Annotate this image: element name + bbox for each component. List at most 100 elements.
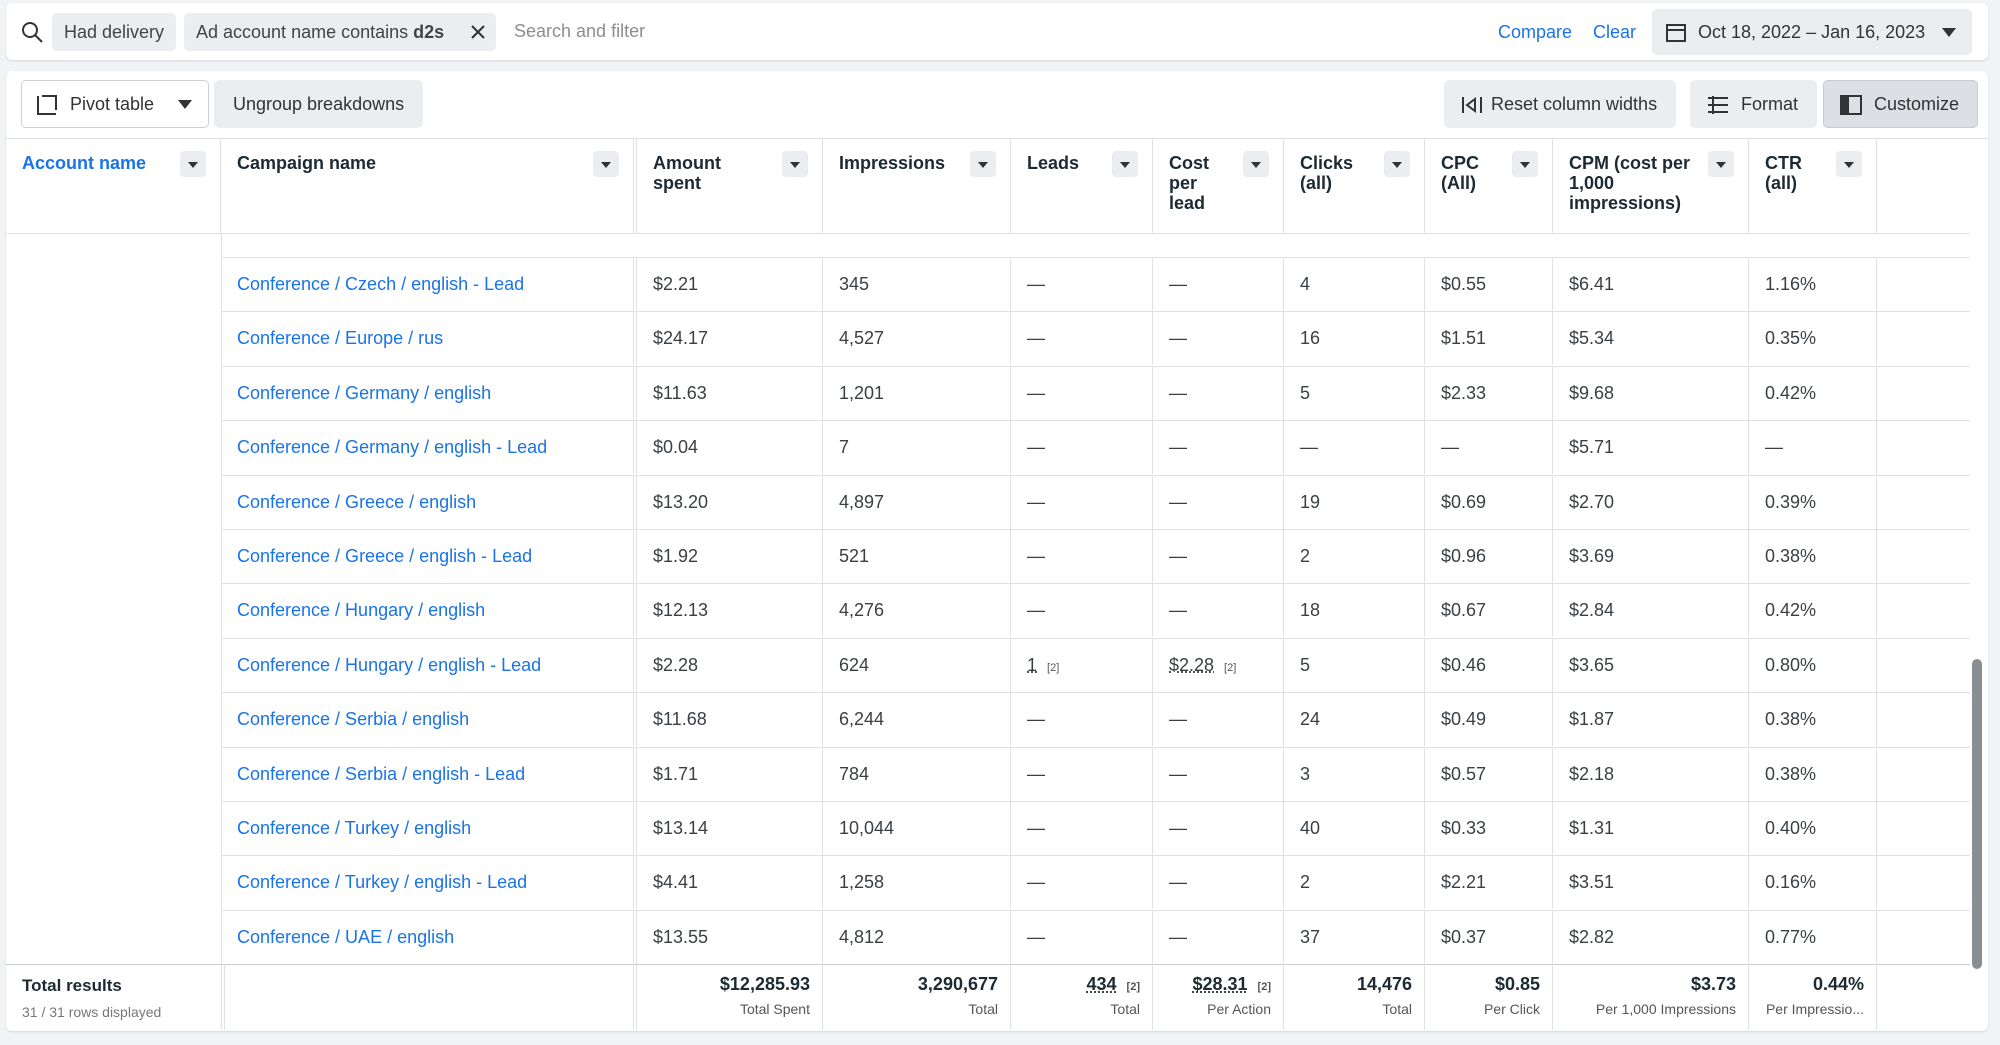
table-cell: $3.51 — [1553, 855, 1749, 910]
format-button[interactable]: Format — [1690, 80, 1818, 128]
campaign-link[interactable]: Conference / Serbia / english — [221, 692, 637, 747]
table-cell: 0.42% — [1749, 365, 1877, 420]
table-cell: $5.71 — [1553, 420, 1749, 475]
totals-label: Total results — [22, 976, 122, 996]
table-cell: $9.68 — [1553, 365, 1749, 420]
column-header[interactable]: Campaign name — [221, 139, 637, 233]
search-input[interactable]: Search and filter — [514, 21, 646, 41]
ungroup-button[interactable]: Ungroup breakdowns — [214, 80, 424, 128]
table-cell: 0.38% — [1749, 746, 1877, 801]
customize-button[interactable]: Customize — [1823, 80, 1979, 128]
column-menu[interactable] — [970, 151, 996, 177]
total-caption: Per Impressio... — [1765, 1001, 1864, 1018]
column-header[interactable]: CPM (cost per 1,000 impressions) — [1553, 139, 1749, 233]
table-cell: $2.70 — [1553, 474, 1749, 529]
column-menu[interactable] — [593, 151, 619, 177]
table-cell: 4,897 — [823, 474, 1011, 529]
table-cell: $0.04 — [637, 420, 823, 475]
campaign-link[interactable]: Conference / Greece / english — [221, 474, 637, 529]
clear-link[interactable]: Clear — [1593, 22, 1637, 42]
table-cell: — — [1284, 420, 1425, 475]
table-cell: $13.20 — [637, 474, 823, 529]
column-menu[interactable] — [1708, 151, 1734, 177]
total-number: 434 — [1086, 974, 1117, 995]
column-header[interactable]: CTR (all) — [1749, 139, 1877, 233]
table-cell: — — [1153, 474, 1284, 529]
row-divider — [221, 583, 1970, 585]
date-picker[interactable]: Oct 18, 2022 – Jan 16, 2023 — [1652, 9, 1972, 55]
table-cell: — — [1153, 855, 1284, 910]
campaign-link[interactable]: Conference / Turkey / english — [221, 801, 637, 855]
table-cell: 0.39% — [1749, 474, 1877, 529]
table-cell: $1.87 — [1553, 692, 1749, 747]
campaign-link[interactable]: Conference / Serbia / english - Lead — [221, 746, 637, 801]
table-cell: $0.33 — [1425, 801, 1553, 855]
table-cell: — — [1153, 801, 1284, 855]
column-menu[interactable] — [1243, 151, 1269, 177]
table-cell: 18 — [1284, 583, 1425, 638]
column-header[interactable]: Leads — [1011, 139, 1153, 233]
table-cell: — — [1153, 529, 1284, 583]
chip-text: Ad account name contains — [196, 22, 409, 42]
filter-chip[interactable]: Had delivery — [52, 13, 177, 51]
total-value: $28.31 [2] — [1153, 974, 1271, 995]
table-cell: — — [1153, 583, 1284, 638]
header-divider — [6, 233, 1970, 234]
row-divider — [221, 746, 1970, 748]
column-header[interactable]: Impressions — [823, 139, 1011, 233]
column-header[interactable]: CPC (All) — [1425, 139, 1553, 233]
filter-chip[interactable]: Ad account name contains d2s — [184, 13, 497, 51]
table-cell: — — [1011, 365, 1153, 420]
total-number: 3,290,677 — [917, 974, 998, 995]
column-menu[interactable] — [1512, 151, 1538, 177]
table-cell: $3.69 — [1553, 529, 1749, 583]
column-header[interactable]: Clicks (all) — [1284, 139, 1425, 233]
table-cell: — — [1153, 692, 1284, 747]
header-label: Clicks (all) — [1300, 153, 1354, 193]
campaign-link[interactable]: Conference / Hungary / english - Lead — [221, 637, 637, 692]
campaign-link[interactable]: Conference / Greece / english - Lead — [221, 529, 637, 583]
column-header[interactable]: Cost per lead — [1153, 139, 1284, 233]
footnote: [2] — [1257, 981, 1271, 994]
column-header[interactable]: Account name — [6, 139, 221, 233]
campaign-link[interactable]: Conference / Germany / english - Lead — [221, 420, 637, 475]
column-menu[interactable] — [1836, 151, 1862, 177]
total-caption: Total Spent — [739, 1001, 810, 1018]
total-caption: Per Click — [1483, 1001, 1540, 1018]
column-header[interactable]: Amount spent — [637, 139, 823, 233]
campaign-link[interactable]: Conference / Hungary / english — [221, 583, 637, 638]
pivot-button[interactable]: Pivot table — [21, 80, 210, 128]
table-cell: $4.41 — [637, 855, 823, 910]
header-label: Account name — [22, 153, 147, 173]
campaign-link[interactable]: Conference / Europe / rus — [221, 311, 637, 366]
table-cell: 7 — [823, 420, 1011, 475]
table-cell: 4,812 — [823, 909, 1011, 964]
table-cell: 0.35% — [1749, 311, 1877, 366]
total-caption: Total — [1382, 1001, 1412, 1018]
compare-link[interactable]: Compare — [1498, 22, 1573, 42]
table-cell: $11.63 — [637, 365, 823, 420]
campaign-link[interactable]: Conference / Turkey / english - Lead — [221, 855, 637, 910]
column-menu[interactable] — [180, 151, 206, 177]
total-cell: $3.73 Per 1,000 Impressions — [1553, 964, 1749, 1031]
column-menu[interactable] — [1112, 151, 1138, 177]
table-cell: 10,044 — [823, 801, 1011, 855]
column-menu[interactable] — [1384, 151, 1410, 177]
campaign-link[interactable]: Conference / Czech / english - Lead — [221, 257, 637, 311]
close-icon[interactable] — [470, 24, 486, 40]
table-cell: — — [1011, 583, 1153, 638]
table-cell: 0.16% — [1749, 855, 1877, 910]
table-cell: $0.69 — [1425, 474, 1553, 529]
table-cell: 0.77% — [1749, 909, 1877, 964]
column-menu[interactable] — [782, 151, 808, 177]
table-cell: $24.17 — [637, 311, 823, 366]
campaign-link[interactable]: Conference / UAE / english — [221, 909, 637, 964]
column-divider — [221, 233, 222, 965]
table-cell: 624 — [823, 637, 1011, 692]
reset-widths-button[interactable]: Reset column widths — [1444, 80, 1677, 128]
total-value: $0.85 — [1425, 974, 1540, 995]
campaign-link[interactable]: Conference / Germany / english — [221, 365, 637, 420]
footnote: [2] — [1224, 661, 1237, 674]
table-cell: $1.71 — [637, 746, 823, 801]
table-cell: — — [1153, 746, 1284, 801]
